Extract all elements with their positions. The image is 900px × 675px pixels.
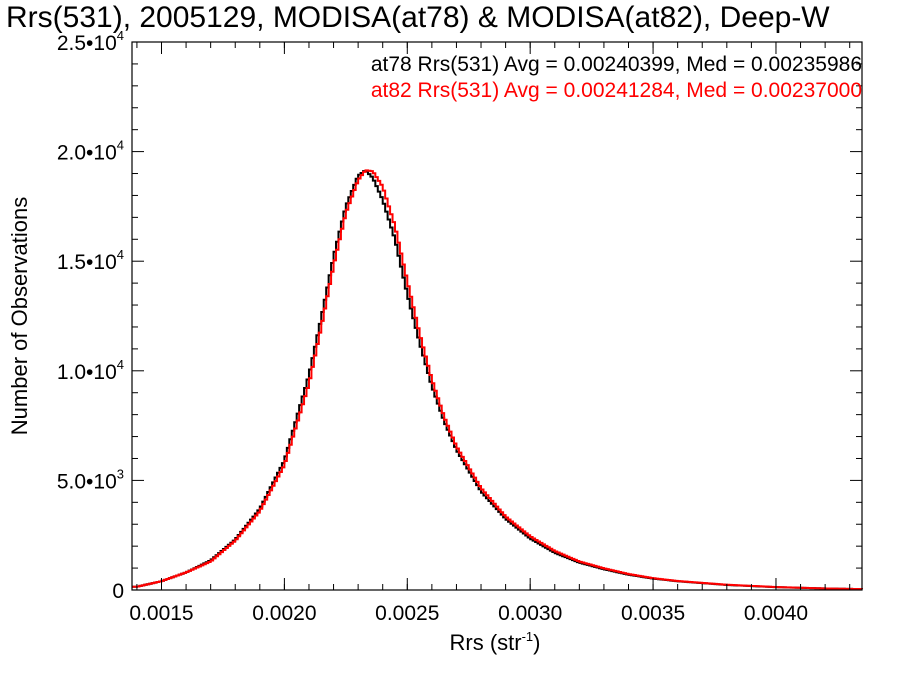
x-axis-label-exponent: -1 xyxy=(522,629,534,644)
y-tick-label: 2.0•104 xyxy=(57,138,124,165)
chart-title: Rrs(531), 2005129, MODISA(at78) & MODISA… xyxy=(6,1,830,34)
y-axis: 0 5.0•103 1.0•104 1.5•104 2.0•104 2.5•104 xyxy=(57,28,862,603)
x-tick-label: 0.0040 xyxy=(744,602,808,625)
x-tick-label: 0.0020 xyxy=(252,602,316,625)
series-at82-line xyxy=(132,169,863,591)
annotation-at82: at82 Rrs(531) Avg = 0.00241284, Med = 0.… xyxy=(371,79,862,102)
y-tick-label: 1.5•104 xyxy=(57,247,124,274)
x-tick-label: 0.0035 xyxy=(621,602,685,625)
x-tick-label: 0.0025 xyxy=(375,602,439,625)
plot-frame xyxy=(131,41,863,591)
y-tick-label: 2.5•104 xyxy=(57,28,124,55)
y-tick-label: 5.0•103 xyxy=(57,466,124,493)
x-axis: 0.0015 0.0020 0.0025 0.0030 0.0035 0.0040 xyxy=(129,42,851,625)
x-axis-label-close: ) xyxy=(533,630,540,655)
annotation-at78: at78 Rrs(531) Avg = 0.00240399, Med = 0.… xyxy=(371,53,862,76)
y-tick-label: 0 xyxy=(112,580,124,603)
x-axis-label: Rrs (str-1) xyxy=(450,629,541,655)
y-tick-label: 1.0•104 xyxy=(57,357,124,384)
series-at78-line xyxy=(132,170,863,591)
x-tick-label: 0.0030 xyxy=(498,602,562,625)
x-tick-label: 0.0015 xyxy=(129,602,193,625)
y-axis-label: Number of Observations xyxy=(7,197,32,435)
x-axis-label-main: Rrs (str xyxy=(450,630,522,655)
series-layer xyxy=(132,169,863,591)
